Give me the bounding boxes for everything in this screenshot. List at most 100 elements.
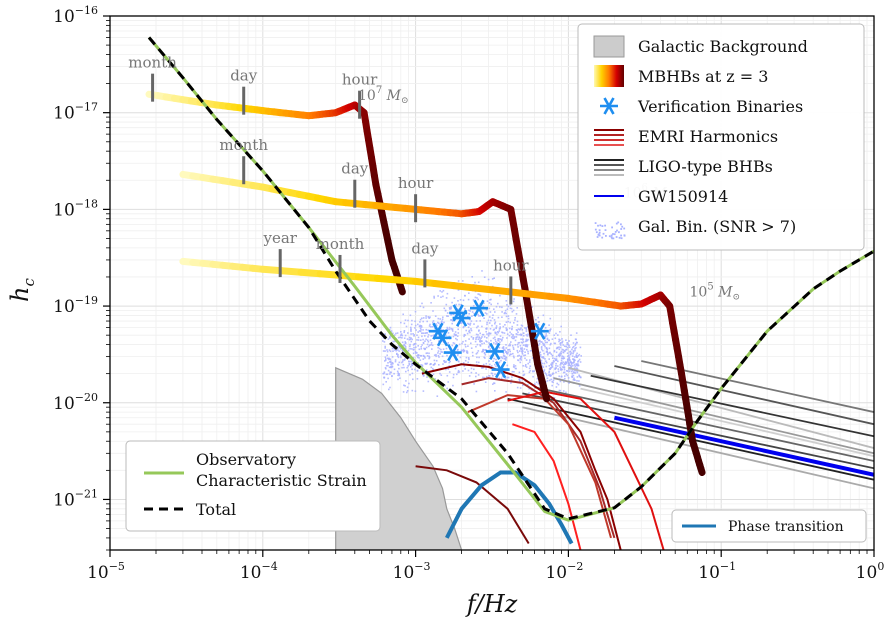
galactic-binary-point	[516, 349, 519, 352]
legend-dot	[598, 229, 601, 232]
galactic-binary-point	[432, 367, 434, 370]
galactic-binary-point	[427, 380, 430, 383]
galactic-binary-point	[486, 375, 488, 378]
galactic-binary-point	[558, 375, 560, 378]
galactic-binary-point	[558, 354, 560, 356]
galactic-binary-point	[420, 348, 423, 350]
galactic-binary-point	[427, 316, 430, 318]
y-tick-label: 10−19	[53, 294, 98, 317]
galactic-binary-point	[500, 356, 503, 358]
galactic-binary-point	[562, 361, 564, 363]
galactic-binary-point	[560, 350, 563, 353]
galactic-binary-point	[412, 349, 415, 351]
galactic-binary-point	[542, 314, 545, 317]
galactic-binary-point	[468, 375, 471, 377]
y-tick-label: 10−16	[53, 4, 98, 27]
galactic-binary-point	[548, 379, 551, 382]
galactic-binary-point	[578, 358, 581, 361]
verification-binaries	[428, 299, 549, 379]
galactic-binary-point	[535, 381, 538, 384]
galactic-binary-point	[466, 332, 469, 335]
galactic-binary-point	[389, 373, 391, 375]
galactic-binary-point	[551, 366, 554, 368]
galactic-binary-point	[412, 356, 415, 359]
galactic-binary-point	[543, 362, 546, 365]
galactic-binary-point	[476, 343, 479, 346]
galactic-binary-point	[409, 343, 411, 346]
galactic-binary-point	[383, 341, 386, 343]
galactic-binary-point	[537, 344, 540, 346]
legend-dot	[610, 236, 613, 239]
galactic-binary-point	[576, 371, 579, 374]
galactic-binary-point	[439, 318, 441, 320]
galactic-binary-point	[403, 322, 406, 325]
galactic-binary-point	[420, 364, 422, 366]
galactic-binary-point	[505, 359, 507, 361]
time-marker-label: day	[341, 160, 369, 178]
galactic-binary-point	[521, 378, 523, 381]
total-dashed-curve	[147, 36, 874, 521]
galactic-binary-point	[467, 298, 470, 301]
galactic-binary-point	[410, 366, 412, 368]
galactic-binary-point	[417, 339, 420, 341]
galactic-binary-point	[525, 338, 528, 341]
galactic-binary-point	[416, 355, 418, 357]
galactic-binary-point	[565, 362, 568, 364]
galactic-binary-point	[404, 319, 407, 321]
galactic-binary-point	[431, 325, 434, 328]
galactic-binary-point	[571, 375, 573, 377]
galactic-binary-point	[468, 358, 470, 361]
galactic-binary-point	[446, 292, 449, 295]
galactic-binary-point	[577, 361, 579, 363]
galactic-binary-point	[546, 374, 548, 377]
galactic-binary-point	[404, 344, 406, 347]
galactic-binary-point	[539, 355, 542, 358]
galactic-binary-point	[574, 372, 577, 374]
galactic-binary-point	[559, 339, 561, 341]
galactic-binary-point	[457, 288, 460, 291]
galactic-binary-point	[531, 306, 533, 308]
galactic-binary-point	[452, 330, 454, 332]
galactic-binary-point	[515, 333, 518, 335]
galactic-binary-point	[412, 333, 414, 335]
galactic-binary-point	[498, 362, 500, 364]
galactic-binary-point	[509, 344, 511, 347]
galactic-binary-point	[476, 336, 479, 338]
galactic-binary-point	[468, 313, 470, 315]
galactic-binary-point	[497, 302, 499, 305]
galactic-binary-point	[440, 296, 442, 298]
galactic-binary-point	[481, 351, 483, 353]
galactic-binary-point	[389, 358, 392, 360]
galactic-binary-point	[569, 365, 572, 367]
galactic-binary-point	[578, 353, 581, 356]
galactic-binary-point	[473, 383, 475, 385]
galactic-binary-point	[401, 360, 404, 363]
galactic-binary-point	[548, 339, 550, 342]
galactic-binary-point	[424, 335, 426, 337]
legend-dot	[614, 231, 617, 233]
galactic-binary-point	[573, 356, 576, 358]
galactic-binary-point	[475, 345, 477, 348]
galactic-binary-point	[564, 350, 566, 353]
galactic-binary-point	[434, 378, 436, 380]
emri-track	[415, 465, 530, 545]
galactic-binary-point	[526, 384, 529, 386]
galactic-binary-point	[427, 341, 430, 343]
galactic-binary-point	[543, 369, 546, 371]
galactic-binary-point	[426, 352, 429, 354]
galactic-binary-point	[531, 357, 534, 359]
galactic-binary-point	[464, 294, 466, 297]
star-stroke	[436, 329, 449, 347]
galactic-binary-point	[549, 367, 552, 369]
galactic-binary-point	[572, 342, 575, 344]
galactic-binary-point	[415, 346, 417, 348]
x-tick-label: 10−1	[698, 560, 736, 583]
galactic-binary-point	[522, 374, 525, 377]
galactic-binary-point	[429, 323, 431, 326]
galactic-binary-point	[549, 329, 551, 332]
galactic-binary-point	[457, 300, 459, 302]
galactic-binary-point	[384, 345, 386, 348]
galactic-binary-point	[523, 327, 526, 329]
galactic-binary-point	[523, 348, 526, 350]
galactic-binary-point	[517, 328, 520, 330]
